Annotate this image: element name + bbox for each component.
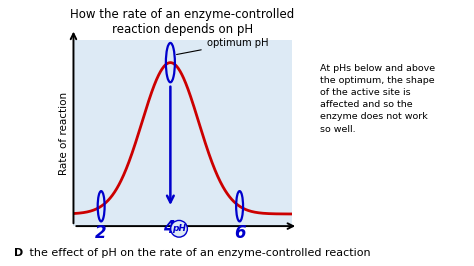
Text: 2: 2 <box>95 224 107 242</box>
Text: At pHs below and above
the optimum, the shape
of the active site is
affected and: At pHs below and above the optimum, the … <box>320 64 435 134</box>
Text: the effect of pH on the rate of an enzyme-controlled reaction: the effect of pH on the rate of an enzym… <box>26 248 371 258</box>
Text: optimum pH: optimum pH <box>177 38 268 55</box>
Title: How the rate of an enzyme-controlled
reaction depends on pH: How the rate of an enzyme-controlled rea… <box>70 8 295 36</box>
Text: 4: 4 <box>163 219 174 237</box>
Text: D: D <box>14 248 24 258</box>
Text: 6: 6 <box>234 224 246 242</box>
Y-axis label: Rate of reaction: Rate of reaction <box>59 92 69 174</box>
Text: pH: pH <box>172 224 186 233</box>
